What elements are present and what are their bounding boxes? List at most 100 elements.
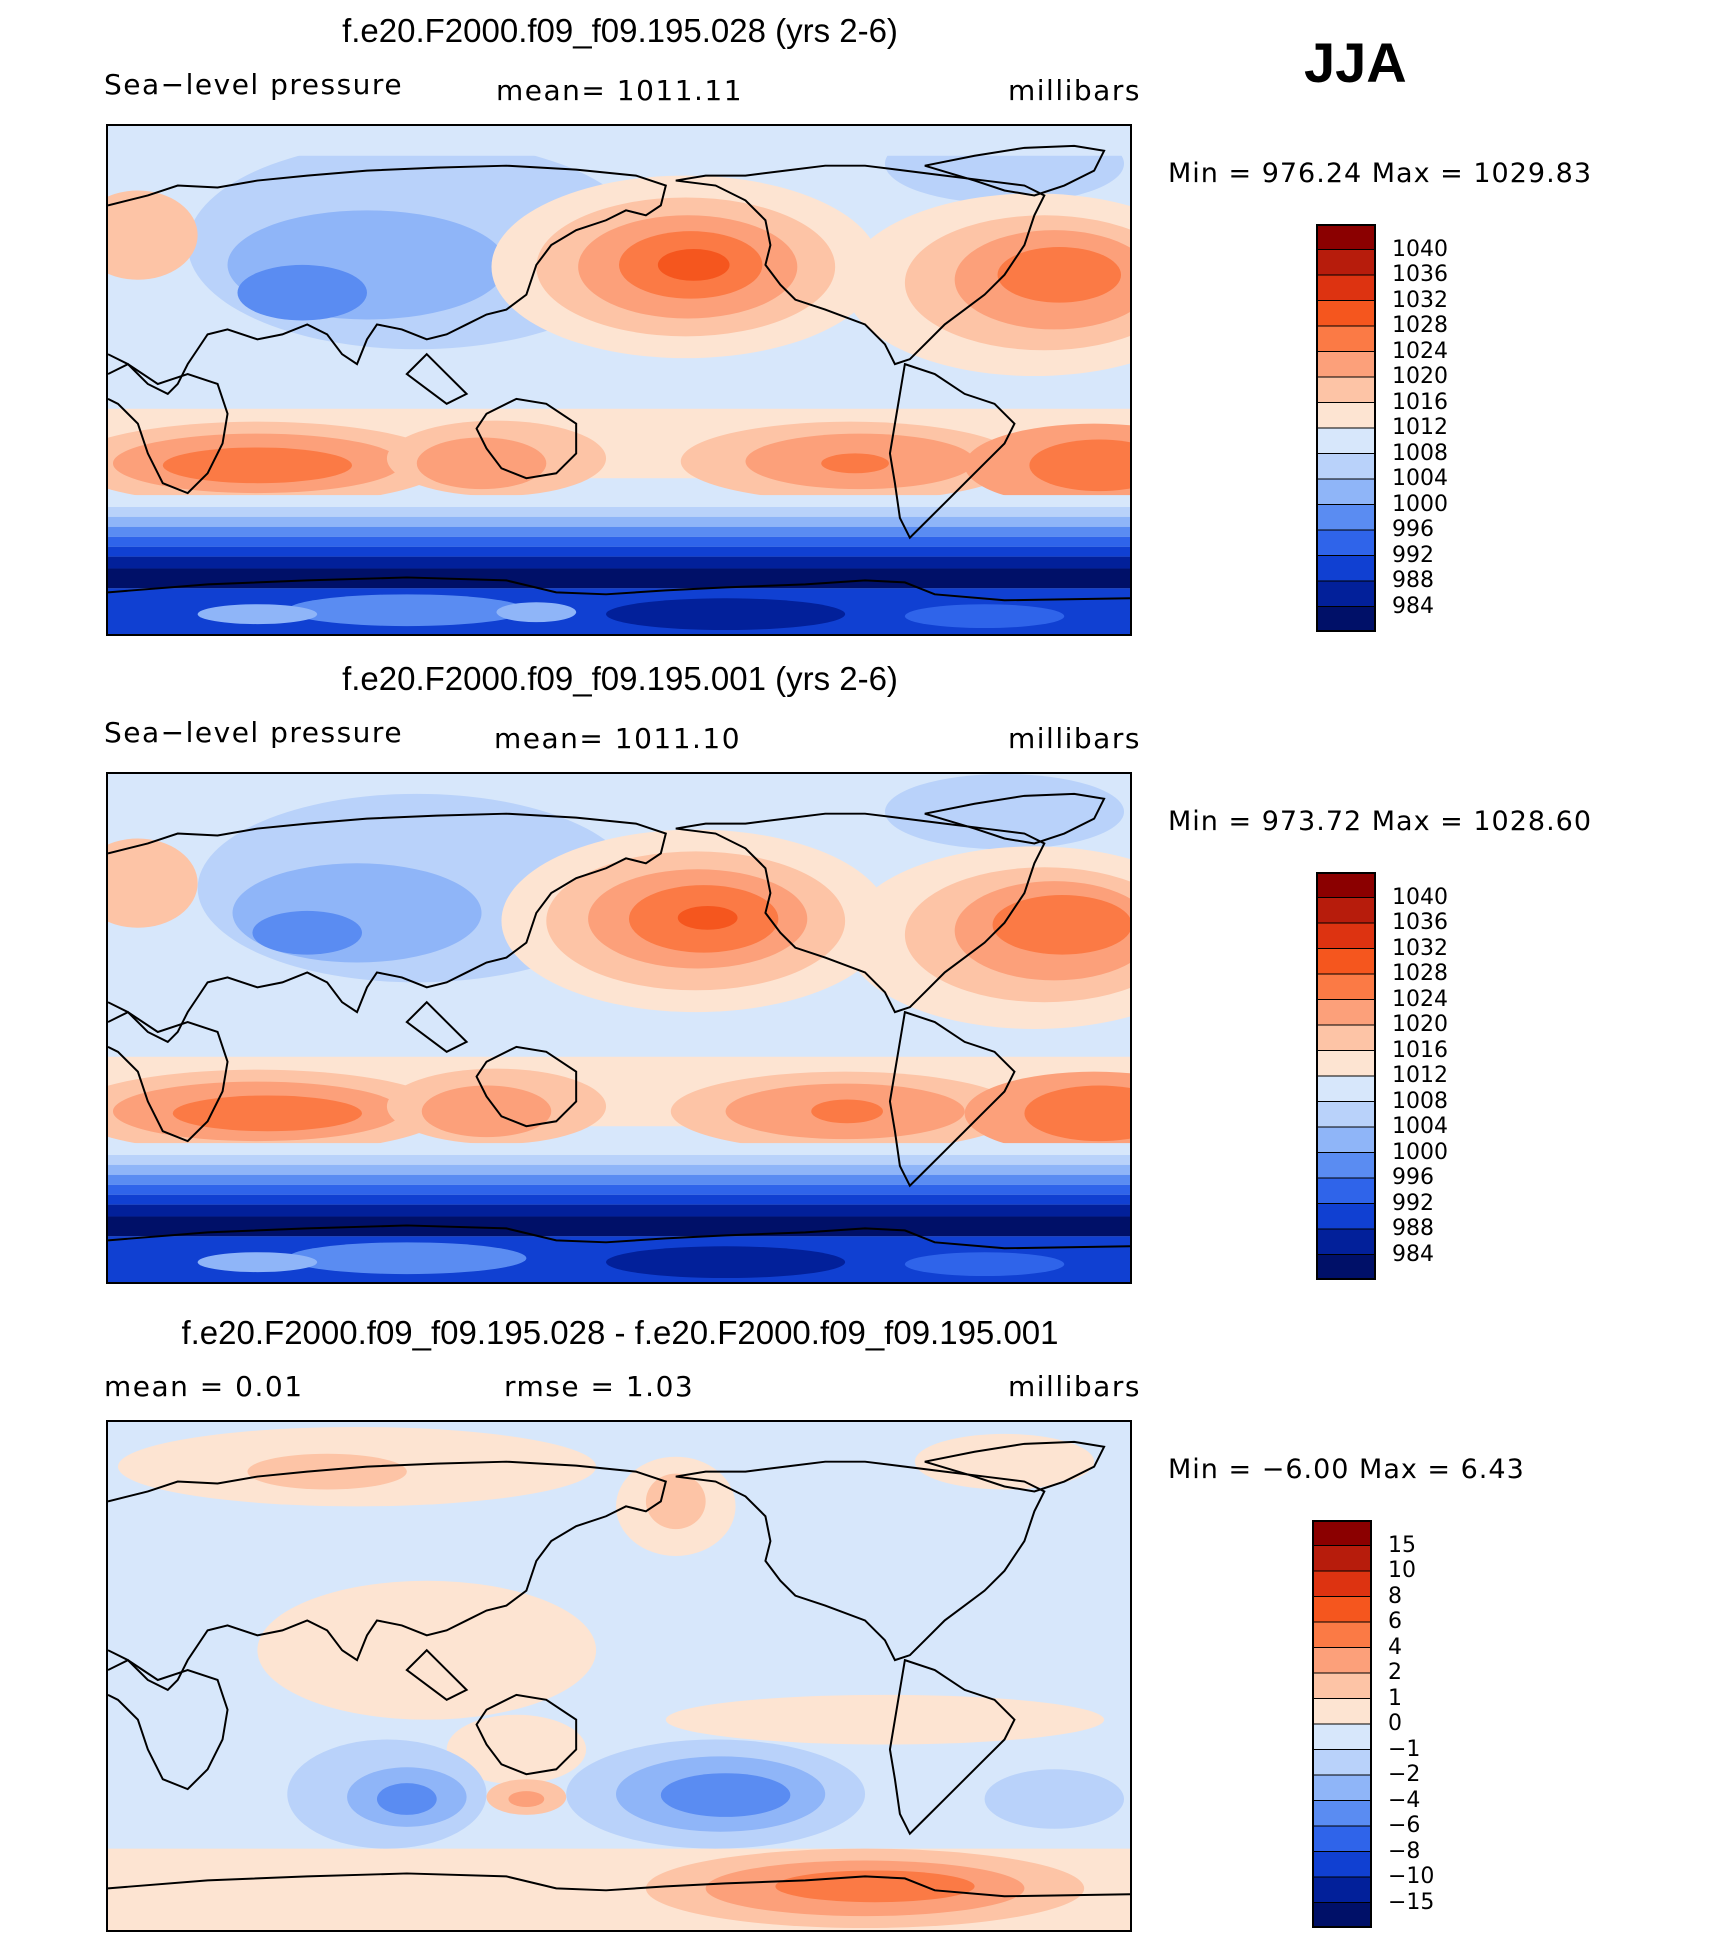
colorbar-tick-label: −10 bbox=[1388, 1864, 1435, 1889]
colorbar-box bbox=[1316, 376, 1376, 403]
s-pacific-high-core bbox=[821, 453, 889, 474]
colorbar-box bbox=[1316, 897, 1376, 924]
so-band-7 bbox=[108, 556, 1130, 569]
colorbar-box bbox=[1316, 478, 1376, 505]
antarctica-low-1 bbox=[606, 1246, 846, 1279]
so-band-1 bbox=[108, 495, 1130, 507]
panel-2-units: millibars bbox=[1008, 722, 1141, 755]
colorbar-tick-label: 1016 bbox=[1392, 389, 1448, 415]
panel-1-mean: mean= 1011.11 bbox=[496, 74, 744, 107]
s-indian-high-core bbox=[172, 1095, 363, 1132]
colorbar-tick-label: 1024 bbox=[1392, 986, 1448, 1012]
so-band-6 bbox=[108, 546, 1130, 557]
panel-1-map-svg bbox=[108, 126, 1130, 634]
s-atlantic-high-core bbox=[1029, 439, 1130, 492]
panel-2-colorbar: 1040 1036 1032 1028 1024 1020 1016 1012 1008 1004… bbox=[1316, 872, 1448, 1280]
coastlines bbox=[108, 1440, 1130, 1898]
colorbar-box bbox=[1316, 1203, 1376, 1230]
diff-sp-neg-core bbox=[660, 1773, 791, 1817]
so-band-6 bbox=[108, 1194, 1130, 1205]
s-atlantic-high-core bbox=[1024, 1085, 1130, 1142]
colorbar-tick-label: −6 bbox=[1388, 1813, 1421, 1838]
colorbar-box bbox=[1316, 973, 1376, 1000]
diff-aus-pos bbox=[446, 1714, 587, 1785]
diff-arctic-pos-core bbox=[247, 1453, 407, 1490]
colorbar-box bbox=[1312, 1774, 1372, 1801]
australia-high-core bbox=[421, 1085, 552, 1138]
colorbar-box bbox=[1316, 351, 1376, 378]
so-band-4 bbox=[108, 526, 1130, 537]
colorbar-box bbox=[1316, 922, 1376, 949]
panel-2-map-svg bbox=[108, 774, 1130, 1282]
antarctica-high-2 bbox=[197, 1252, 318, 1273]
colorbar-box bbox=[1316, 224, 1376, 250]
panel-3-rmse: rmse = 1.03 bbox=[504, 1370, 695, 1403]
colorbar-tick-label: 1000 bbox=[1392, 1139, 1448, 1165]
panel-3-units: millibars bbox=[1008, 1370, 1141, 1403]
colorbar-box bbox=[1312, 1698, 1372, 1725]
colorbar-box bbox=[1316, 1177, 1376, 1204]
colorbar-box bbox=[1312, 1851, 1372, 1878]
colorbar-tick-label: 1020 bbox=[1392, 364, 1448, 389]
colorbar-box bbox=[1316, 453, 1376, 480]
colorbar-box bbox=[1316, 1024, 1376, 1051]
colorbar-tick-label: 988 bbox=[1392, 568, 1434, 593]
colorbar-box bbox=[1316, 1152, 1376, 1179]
so-band-5 bbox=[108, 536, 1130, 547]
diff-sa-neg bbox=[984, 1769, 1125, 1829]
colorbar-box bbox=[1316, 1101, 1376, 1128]
so-band-4 bbox=[108, 1174, 1130, 1185]
colorbar-tick-label: 1012 bbox=[1392, 1063, 1448, 1088]
colorbar-box bbox=[1312, 1647, 1372, 1674]
panel-1-colorbar: 1040 1036 1032 1028 1024 1020 1016 1012 1008 1004… bbox=[1316, 224, 1448, 632]
colorbar-tick-label: 10 bbox=[1388, 1558, 1416, 1583]
europe-high bbox=[108, 190, 198, 280]
diff-tas-pos-core bbox=[508, 1791, 545, 1807]
panel-3-map-svg bbox=[108, 1422, 1130, 1930]
colorbar-tick-label: −8 bbox=[1388, 1838, 1421, 1864]
panel-1-units: millibars bbox=[1008, 74, 1141, 107]
panel-2-mean: mean= 1011.10 bbox=[494, 722, 742, 755]
colorbar-tick-label: 996 bbox=[1392, 517, 1434, 542]
diff-so-pos-core bbox=[775, 1870, 975, 1903]
colorbar-tick-label: 15 bbox=[1388, 1532, 1416, 1558]
colorbar-box bbox=[1316, 606, 1376, 632]
panel-2-title: f.e20.F2000.f09_f09.195.001 (yrs 2-6) bbox=[342, 660, 898, 697]
colorbar-frame bbox=[1316, 872, 1376, 1280]
colorbar-box bbox=[1316, 300, 1376, 327]
asian-low-center bbox=[252, 910, 363, 955]
panel-1-variable: Sea−level pressure bbox=[104, 68, 404, 101]
colorbar-box bbox=[1316, 555, 1376, 582]
colorbar-tick-label: 6 bbox=[1388, 1609, 1402, 1634]
so-band-3 bbox=[108, 516, 1130, 527]
colorbar-tick-label: 1000 bbox=[1392, 491, 1448, 517]
colorbar-frame bbox=[1316, 224, 1376, 632]
australia-high-core bbox=[416, 437, 547, 490]
s-indian-high-core bbox=[162, 447, 353, 484]
panel-3-colorbar: 15 10 8 6 4 2 1 0 −1 −2 −4 −6 −8 −10 −15 bbox=[1312, 1520, 1434, 1928]
colorbar-tick-label: 1040 bbox=[1392, 884, 1448, 910]
colorbar-tick-label: 1008 bbox=[1392, 440, 1448, 466]
colorbar-tick-label: 1040 bbox=[1392, 236, 1448, 262]
colorbar-box bbox=[1316, 1050, 1376, 1077]
panel-3-mean: mean = 0.01 bbox=[104, 1370, 304, 1403]
azores-high-core bbox=[992, 895, 1130, 955]
colorbar-tick-label: 1032 bbox=[1392, 935, 1448, 961]
panel-1-min-max: Min = 976.24 Max = 1029.83 bbox=[1168, 158, 1593, 189]
colorbar-box bbox=[1316, 580, 1376, 607]
colorbar-box bbox=[1312, 1825, 1372, 1852]
colorbar-tick-label: 1004 bbox=[1392, 466, 1448, 491]
so-band-7 bbox=[108, 1204, 1130, 1217]
so-band-8 bbox=[108, 568, 1130, 589]
colorbar-tick-label: 4 bbox=[1388, 1634, 1402, 1660]
colorbar-tick-label: −15 bbox=[1388, 1889, 1435, 1915]
panel-1-title: f.e20.F2000.f09_f09.195.028 (yrs 2-6) bbox=[342, 12, 898, 49]
colorbar-box bbox=[1316, 872, 1376, 898]
colorbar-box bbox=[1312, 1723, 1372, 1750]
colorbar-box bbox=[1312, 1570, 1372, 1597]
panel-2-colorbar-svg bbox=[1316, 872, 1376, 1280]
colorbar-tick-label: 1028 bbox=[1392, 313, 1448, 338]
panel-1-colorbar-svg bbox=[1316, 224, 1376, 632]
so-band-2 bbox=[108, 1155, 1130, 1165]
colorbar-box bbox=[1316, 999, 1376, 1026]
